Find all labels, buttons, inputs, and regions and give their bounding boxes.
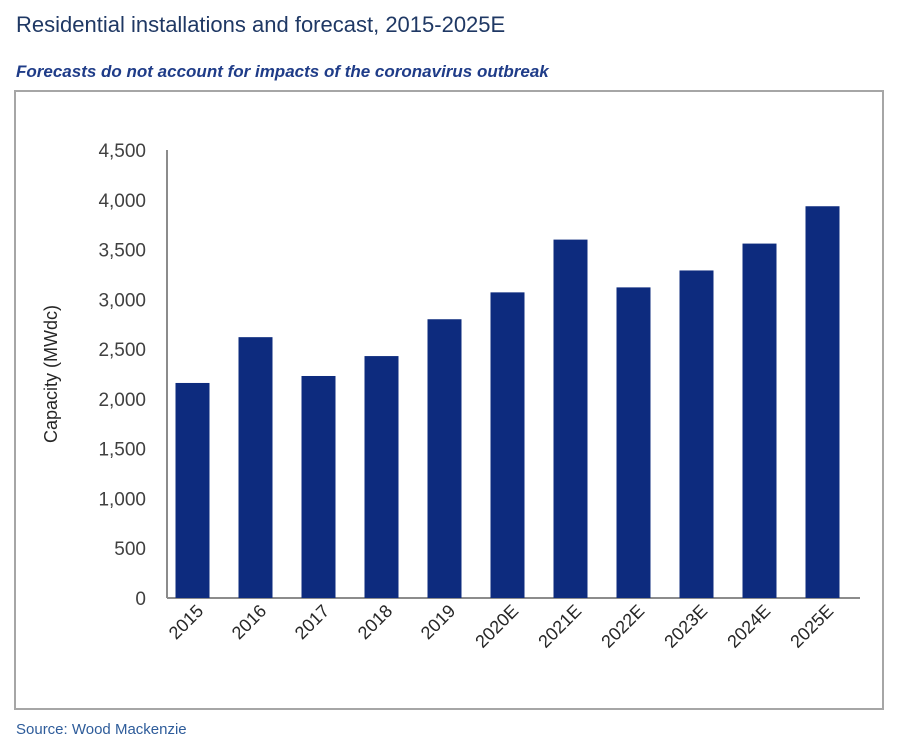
x-tick-label: 2016 (228, 601, 270, 643)
y-tick-label: 3,500 (98, 241, 146, 262)
x-axis-labels: 2015 2016 2017 2018 2019 2020E 2021E 2022E 2023E… (165, 601, 837, 652)
x-tick-label: 2017 (291, 601, 333, 643)
y-tick-label: 4,500 (98, 141, 146, 162)
bar (238, 337, 273, 598)
x-tick-label: 2021E (534, 601, 585, 652)
bar (742, 243, 777, 599)
bar (679, 270, 714, 598)
x-tick-label: 2025E (786, 601, 837, 652)
bar (175, 382, 210, 598)
y-tick-label: 2,000 (98, 390, 146, 411)
bar (301, 375, 336, 598)
x-tick-label: 2024E (723, 601, 774, 652)
y-axis-title: Capacity (MWdc) (41, 305, 61, 443)
y-axis-ticks: 0 500 1,000 1,500 2,000 2,500 3,000 3,500 4,000 4… (98, 141, 146, 610)
x-tick-label: 2018 (354, 601, 396, 643)
bar (616, 287, 651, 598)
y-tick-label: 4,000 (98, 191, 146, 212)
bar (364, 356, 399, 598)
bar (490, 292, 525, 598)
x-tick-label: 2022E (597, 601, 648, 652)
bar (553, 239, 588, 598)
chart-subtitle: Forecasts do not account for impacts of … (16, 62, 549, 81)
x-tick-label: 2019 (417, 601, 459, 643)
x-tick-label: 2023E (660, 601, 711, 652)
chart-frame (14, 90, 884, 710)
y-tick-label: 500 (114, 539, 146, 560)
bar (805, 206, 840, 598)
chart-title: Residential installations and forecast, … (16, 12, 506, 37)
y-tick-label: 1,500 (98, 440, 146, 461)
y-tick-label: 1,000 (98, 489, 146, 510)
y-tick-label: 0 (135, 589, 146, 610)
x-tick-label: 2020E (471, 601, 522, 652)
bars (175, 206, 840, 599)
y-tick-label: 3,000 (98, 290, 146, 311)
x-tick-label: 2015 (165, 601, 207, 643)
bar (427, 319, 462, 598)
y-tick-label: 2,500 (98, 340, 146, 361)
source-note: Source: Wood Mackenzie (16, 721, 187, 738)
